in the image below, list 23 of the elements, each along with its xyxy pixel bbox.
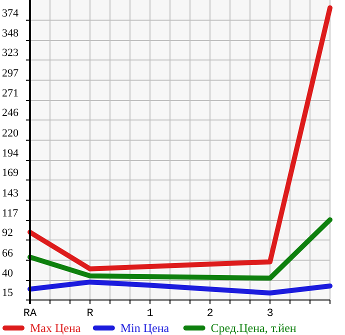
y-tick-label: 169: [2, 167, 19, 179]
y-tick-label: 271: [2, 88, 18, 100]
y-tick-label: 66: [2, 247, 14, 260]
legend-label: Min Цена: [120, 321, 170, 335]
x-tick-label: 3: [266, 308, 274, 320]
y-tick-label: 40: [2, 268, 14, 280]
y-tick-label: 92: [2, 227, 13, 239]
y-tick-label: 374: [2, 7, 19, 20]
x-tick-label: RA: [23, 308, 37, 320]
y-tick-label: 246: [2, 107, 19, 119]
x-tick-label: 1: [146, 308, 154, 320]
y-tick-label: 323: [2, 47, 19, 59]
x-tick-label: R: [86, 308, 94, 320]
legend-label: Max Цена: [30, 321, 82, 335]
y-tick-label: 220: [2, 127, 19, 140]
y-tick-label: 117: [2, 208, 19, 220]
y-tick-label: 143: [2, 187, 19, 200]
y-tick-label: 194: [2, 148, 19, 160]
y-tick-label: 348: [2, 28, 19, 40]
y-tick-label: 297: [2, 67, 19, 80]
x-tick-label: 2: [206, 308, 214, 320]
legend-label: Сред.Цена, т.йен: [210, 321, 297, 335]
y-tick-label: 15: [2, 287, 14, 299]
